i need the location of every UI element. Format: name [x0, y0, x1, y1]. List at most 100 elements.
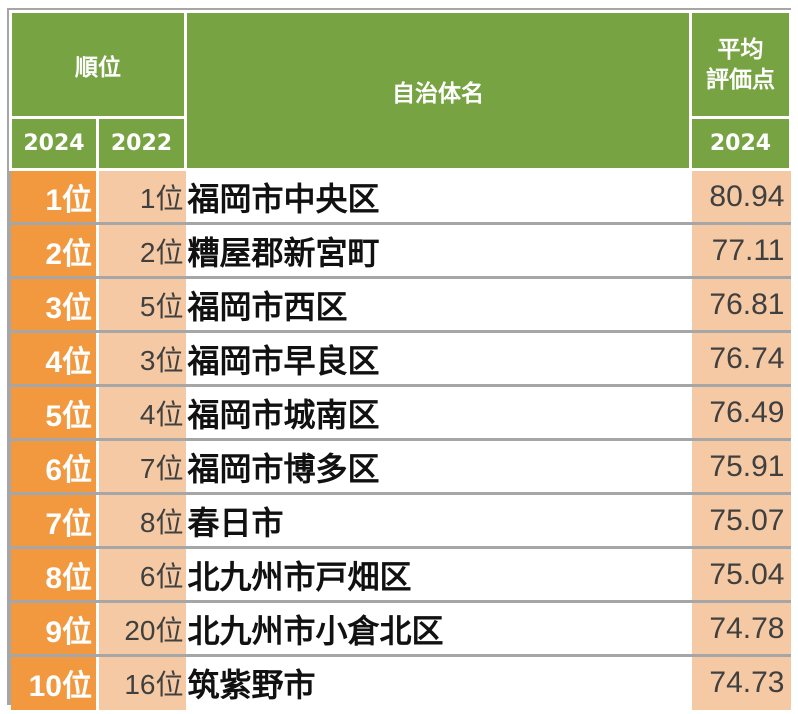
average-score-header-line1: 平均 [717, 36, 764, 63]
ranking-table: 順位 自治体名 平均 評価点 2024 2022 2024 1位 1位 福岡市中央区… [9, 10, 792, 710]
table-row: 2位 2位 糟屋郡新宮町 77.11 [10, 223, 791, 279]
score-year-header: 2024 [689, 116, 792, 171]
rank-2022-cell: 20位 [97, 601, 186, 657]
average-score-value: 76.81 [709, 287, 785, 321]
rank-2022-cell: 6位 [97, 547, 186, 603]
rank-suffix: 位 [62, 344, 92, 380]
rank-2024-value: 7 [45, 507, 62, 541]
rank-2024-cell: 8位 [10, 547, 99, 603]
rank-suffix: 位 [155, 289, 184, 323]
rank-group-header: 順位 [9, 10, 187, 119]
year-2022-header: 2022 [96, 116, 187, 171]
table-row: 1位 1位 福岡市中央区 80.94 [10, 169, 791, 225]
municipality-name-cell: 福岡市早良区 [185, 331, 691, 387]
rank-suffix: 位 [155, 505, 184, 539]
rank-2022-cell: 3位 [97, 331, 186, 387]
municipality-name-cell: 福岡市城南区 [185, 385, 691, 441]
average-score-value: 74.73 [709, 666, 785, 700]
rank-2022-value: 1 [139, 182, 156, 214]
rank-2022-cell: 5位 [97, 277, 186, 333]
rank-2024-cell: 7位 [10, 493, 99, 549]
rank-suffix: 位 [62, 452, 92, 488]
municipality-name-cell: 北九州市戸畑区 [185, 547, 691, 603]
average-score-cell: 76.49 [689, 385, 791, 441]
rank-2024-value: 1 [45, 183, 62, 217]
rank-suffix: 位 [62, 236, 92, 272]
rank-suffix: 位 [155, 559, 184, 593]
rank-suffix: 位 [62, 290, 92, 326]
average-score-value: 75.91 [709, 449, 785, 483]
table-row: 6位 7位 福岡市博多区 75.91 [10, 439, 791, 495]
rank-2024-cell: 5位 [10, 385, 99, 441]
rank-suffix: 位 [62, 182, 92, 218]
municipality-name-cell: 福岡市博多区 [185, 439, 691, 495]
average-score-value: 76.49 [709, 395, 785, 429]
rank-2024-cell: 2位 [10, 223, 99, 279]
rank-2022-value: 4 [139, 398, 156, 430]
municipality-name: 北九州市戸畑区 [187, 557, 412, 596]
rank-2024-value: 10 [28, 670, 62, 704]
average-score-cell: 75.04 [689, 547, 791, 603]
average-score-value: 75.07 [709, 503, 785, 537]
rank-2022-value: 8 [139, 506, 156, 538]
rank-suffix: 位 [155, 397, 184, 431]
rank-2024-cell: 4位 [10, 331, 99, 387]
rank-suffix: 位 [155, 613, 184, 647]
average-score-cell: 74.78 [689, 601, 791, 657]
rank-2024-cell: 6位 [10, 439, 99, 495]
municipality-name-cell: 筑紫野市 [185, 655, 691, 710]
rank-2024-cell: 9位 [10, 601, 99, 657]
municipality-name-cell: 春日市 [185, 493, 691, 549]
rank-2022-cell: 4位 [97, 385, 186, 441]
average-score-value: 80.94 [709, 179, 785, 213]
table-row: 5位 4位 福岡市城南区 76.49 [10, 385, 791, 441]
rank-suffix: 位 [62, 398, 92, 434]
rank-2022-value: 7 [139, 452, 156, 484]
rank-2022-cell: 16位 [97, 655, 186, 710]
rank-suffix: 位 [155, 668, 184, 702]
rank-2024-cell: 10位 [10, 655, 99, 710]
rank-suffix: 位 [155, 235, 184, 269]
rank-2024-value: 9 [45, 615, 62, 649]
rank-2022-value: 20 [124, 614, 156, 646]
municipality-name: 糟屋郡新宮町 [187, 233, 380, 272]
rank-2022-cell: 7位 [97, 439, 186, 495]
average-score-header: 平均 評価点 [689, 10, 792, 119]
rank-2022-value: 16 [124, 669, 156, 701]
rank-2022-value: 2 [139, 236, 156, 268]
average-score-cell: 76.81 [689, 277, 791, 333]
table-row: 7位 8位 春日市 75.07 [10, 493, 791, 549]
rank-suffix: 位 [62, 614, 92, 650]
rank-suffix: 位 [155, 181, 184, 215]
rank-2022-cell: 8位 [97, 493, 186, 549]
rank-suffix: 位 [155, 343, 184, 377]
rank-2024-value: 4 [45, 345, 62, 379]
municipality-name-cell: 北九州市小倉北区 [185, 601, 691, 657]
rank-suffix: 位 [62, 506, 92, 542]
table-row: 9位 20位 北九州市小倉北区 74.78 [10, 601, 791, 657]
average-score-value: 74.78 [709, 611, 785, 645]
rank-suffix: 位 [62, 669, 92, 705]
rank-2022-value: 6 [139, 560, 156, 592]
municipality-name-cell: 福岡市中央区 [185, 169, 691, 225]
average-score-value: 77.11 [711, 233, 785, 267]
average-score-value: 76.74 [709, 341, 785, 375]
municipality-name: 筑紫野市 [187, 666, 316, 705]
municipality-name: 北九州市小倉北区 [187, 611, 444, 650]
rank-2022-value: 3 [139, 344, 156, 376]
rank-suffix: 位 [155, 451, 184, 485]
average-score-header-line2: 評価点 [706, 66, 775, 93]
average-score-cell: 77.11 [689, 223, 791, 279]
rank-2024-cell: 1位 [10, 169, 99, 225]
municipality-name: 福岡市博多区 [187, 449, 380, 488]
municipality-name: 福岡市中央区 [187, 179, 380, 218]
table-row: 3位 5位 福岡市西区 76.81 [10, 277, 791, 333]
rank-2022-value: 5 [139, 290, 156, 322]
average-score-cell: 76.74 [689, 331, 791, 387]
table-row: 10位 16位 筑紫野市 74.73 [10, 655, 791, 710]
municipality-name: 福岡市城南区 [187, 395, 380, 434]
rank-2024-value: 5 [45, 399, 62, 433]
rank-2024-value: 2 [45, 237, 62, 271]
average-score-value: 75.04 [709, 557, 785, 591]
municipality-name: 春日市 [187, 503, 284, 542]
